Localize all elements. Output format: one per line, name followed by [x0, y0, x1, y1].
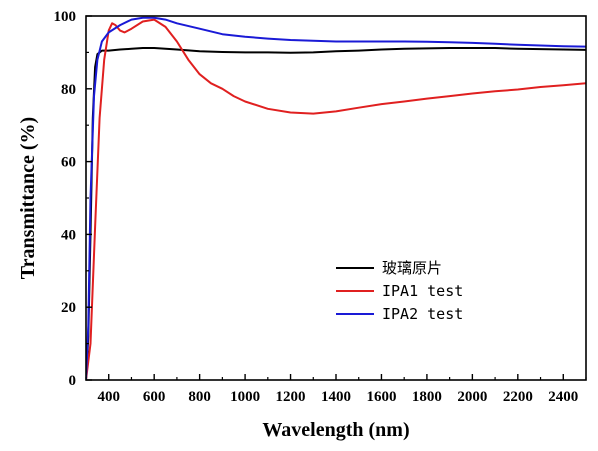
x-tick-label: 2200	[503, 389, 533, 405]
legend-label-1: 玻璃原片	[382, 259, 442, 277]
y-tick-label: 40	[61, 227, 76, 243]
y-axis-title: Transmittance (%)	[17, 117, 39, 279]
legend-label-3: IPA2 test	[382, 305, 463, 323]
y-axis: 0 20 40 60 80 100	[54, 9, 92, 389]
x-tick-label: 600	[143, 389, 166, 405]
series-line-1	[86, 47, 586, 380]
y-tick-label: 20	[61, 300, 76, 316]
plot-series	[86, 16, 586, 380]
x-tick-label: 2400	[548, 389, 578, 405]
series-line-3	[86, 16, 586, 380]
x-tick-label: 1600	[366, 389, 396, 405]
x-tick-label: 1800	[412, 389, 442, 405]
x-tick-label: 800	[188, 389, 211, 405]
x-tick-label: 2000	[457, 389, 487, 405]
x-tick-label: 1400	[321, 389, 351, 405]
y-tick-label: 80	[61, 82, 76, 98]
legend-label-2: IPA1 test	[382, 282, 463, 300]
x-tick-label: 400	[97, 389, 120, 405]
x-tick-label: 1200	[276, 389, 306, 405]
x-axis: 400 600 800 1000 1200 1400 1600 1800 2000 2200 240…	[85, 374, 587, 405]
y-tick-label: 0	[69, 373, 77, 389]
x-tick-label: 1000	[230, 389, 260, 405]
legend: 玻璃原片 IPA1 test IPA2 test	[336, 259, 463, 323]
y-tick-label: 60	[61, 155, 76, 171]
x-axis-title: Wavelength (nm)	[262, 419, 409, 441]
plot-frame	[85, 15, 587, 381]
series-line-2	[86, 18, 586, 380]
y-tick-label: 100	[54, 9, 77, 25]
